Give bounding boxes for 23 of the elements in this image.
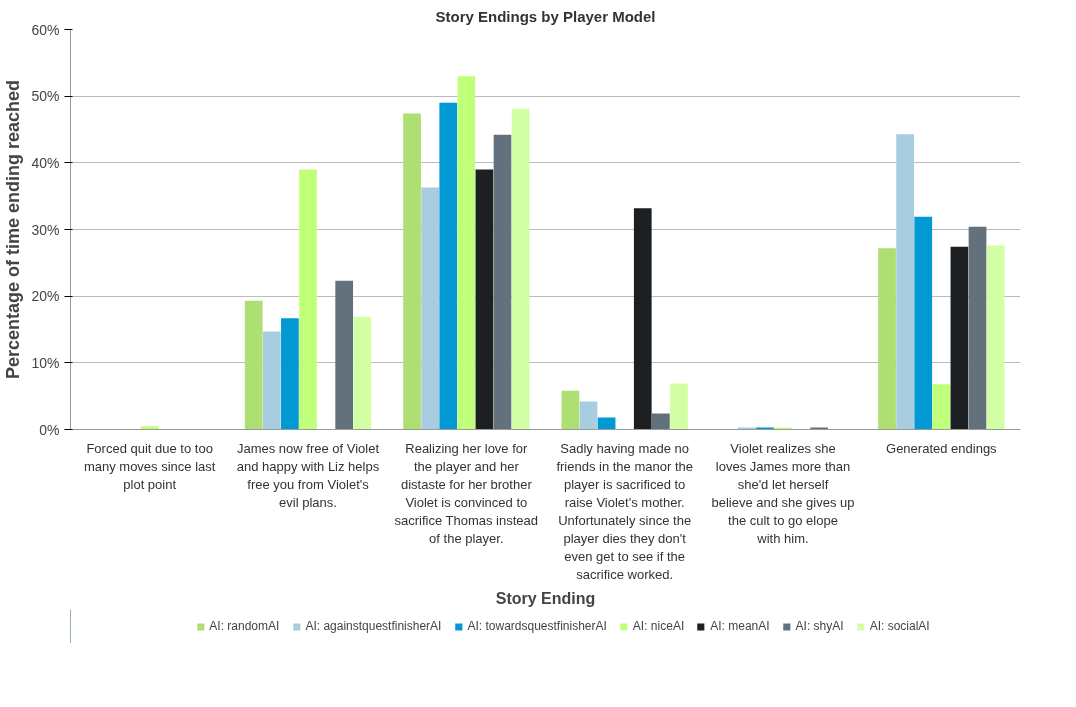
x-tick-label: Realizing her love for the player and her distaste for her brother Violet is convinced to sacrifice Thomas instead of the player.: [394, 440, 538, 546]
legend-label: AI: againstquestfinisherAI: [305, 619, 442, 633]
legend-label: AI: shyAI: [795, 619, 844, 633]
y-tick-label: 60%: [31, 21, 60, 38]
legend-label: AI: meanAI: [710, 619, 770, 633]
y-tick-label: 0%: [39, 421, 60, 438]
x-tick-label: Forced quit due to too many moves since last plot point: [83, 440, 216, 492]
x-tick-label: Generated endings: [886, 440, 998, 456]
y-axis-title: Percentage of time ending reached: [3, 79, 24, 380]
x-axis-title: Story Ending: [495, 589, 596, 607]
x-tick-label: Sadly having made no friends in the manor the player is sacrificed to raise Violet's mother. Unfortunately since the player dies they don't even get to see if the sacrifice worked.: [556, 440, 693, 582]
y-tick-label: 40%: [31, 154, 60, 171]
legend-label: AI: towardsquestfinisherAI: [467, 619, 607, 633]
x-tick-label: James now free of Violet and happy with Liz helps free you from Violet's evil plans.: [236, 440, 380, 510]
chart-title: Story Endings by Player Model: [435, 7, 656, 25]
y-tick-label: 30%: [31, 221, 60, 238]
x-tick-label: Violet realizes she loves James more than she'd let herself believe and she gives up the cult to go elope with him.: [711, 440, 855, 546]
y-tick-label: 10%: [31, 354, 60, 371]
legend-label: AI: randomAI: [209, 619, 280, 633]
y-tick-label: 20%: [31, 288, 60, 305]
legend-label: AI: socialAI: [869, 619, 930, 633]
y-tick-label: 50%: [31, 88, 60, 105]
legend-label: AI: niceAI: [632, 619, 685, 633]
